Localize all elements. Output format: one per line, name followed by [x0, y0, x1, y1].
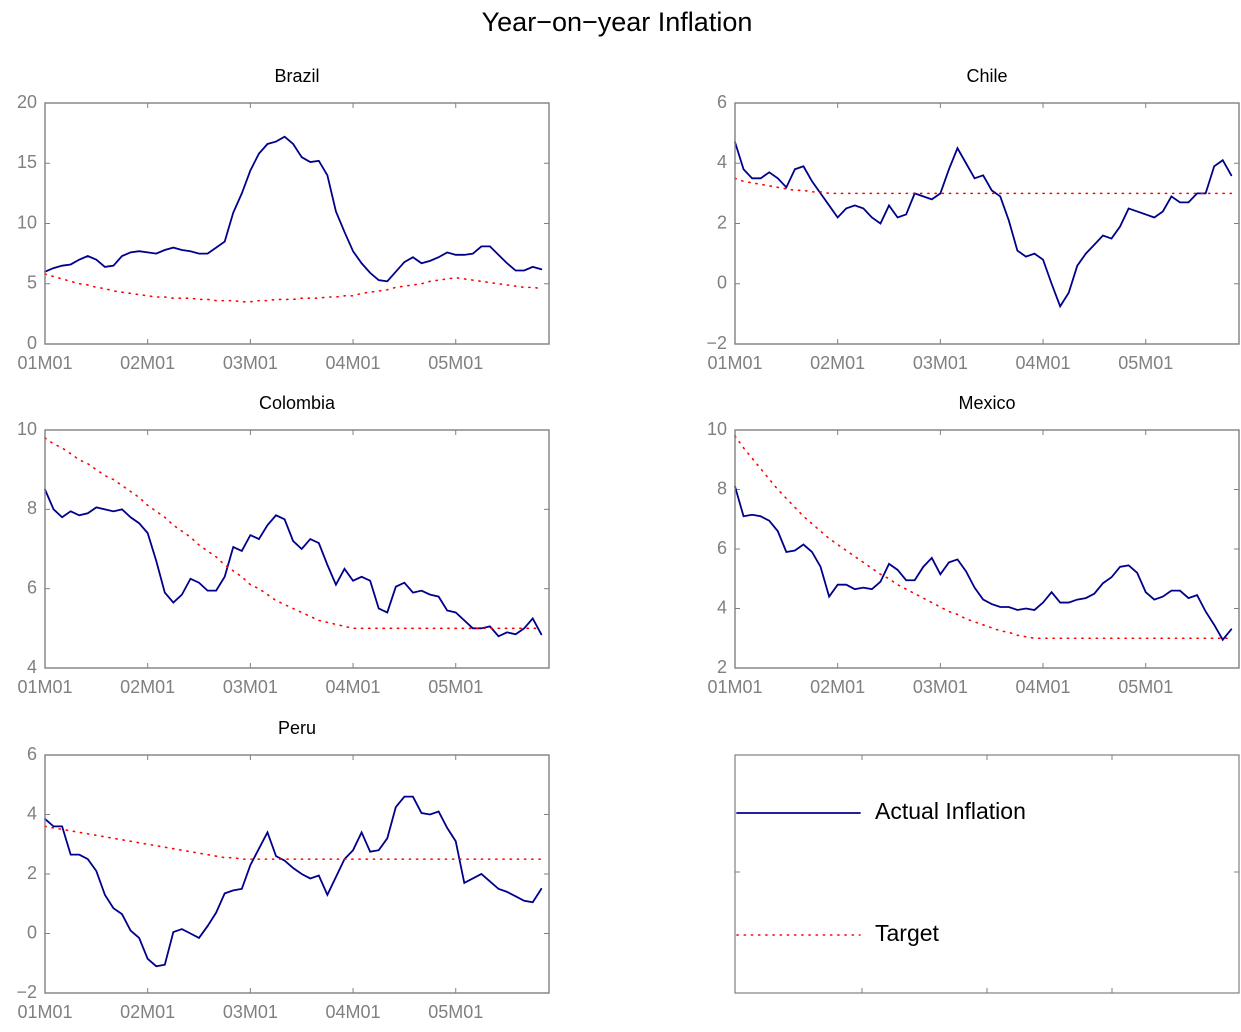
- x-tick-label: 04M01: [326, 677, 381, 697]
- y-tick-label: −2: [706, 333, 727, 353]
- y-tick-label: 10: [17, 212, 37, 232]
- x-tick-label: 04M01: [326, 1002, 381, 1022]
- y-tick-label: 20: [17, 92, 37, 112]
- y-tick-label: 10: [17, 419, 37, 439]
- x-tick-label: 02M01: [810, 353, 865, 373]
- series-line: [44, 825, 543, 860]
- legend-ticks: [735, 755, 1239, 993]
- legend: Actual Inflation Target: [734, 754, 1240, 994]
- series-line: [44, 488, 543, 638]
- y-tick-label: 2: [717, 212, 727, 232]
- series-line: [44, 437, 543, 630]
- panel-title: Peru: [278, 718, 316, 738]
- x-tick-label: 01M01: [707, 677, 762, 697]
- y-tick-label: 2: [717, 657, 727, 677]
- series-line: [734, 435, 1233, 640]
- x-tick-label: 04M01: [1016, 677, 1071, 697]
- series-line: [44, 795, 543, 968]
- panel-title: Chile: [966, 66, 1007, 86]
- plot-frame: [734, 102, 1240, 345]
- x-tick-label: 03M01: [913, 353, 968, 373]
- x-tick-label: 01M01: [707, 353, 762, 373]
- y-tick-label: 8: [27, 498, 37, 518]
- plot-frame: [734, 429, 1240, 669]
- y-tick-label: 8: [717, 478, 727, 498]
- y-tick-label: 2: [27, 863, 37, 883]
- x-tick-label: 02M01: [120, 353, 175, 373]
- y-tick-label: 10: [707, 419, 727, 439]
- y-tick-label: 0: [27, 922, 37, 942]
- x-tick-label: 05M01: [428, 677, 483, 697]
- y-tick-label: −2: [16, 982, 37, 1002]
- legend-label: Actual Inflation: [875, 798, 1026, 824]
- plot-frame: [44, 102, 550, 345]
- y-tick-label: 6: [717, 538, 727, 558]
- x-tick-label: 01M01: [17, 677, 72, 697]
- y-tick-label: 15: [17, 152, 37, 172]
- x-tick-label: 05M01: [428, 353, 483, 373]
- chart-title: Year−on−year Inflation: [482, 7, 753, 37]
- x-tick-label: 04M01: [1016, 353, 1071, 373]
- panel-title: Mexico: [958, 393, 1015, 413]
- x-tick-label: 05M01: [428, 1002, 483, 1022]
- x-tick-label: 05M01: [1118, 677, 1173, 697]
- y-tick-label: 6: [27, 577, 37, 597]
- x-tick-label: 01M01: [17, 353, 72, 373]
- legend-box: [734, 754, 1240, 994]
- y-tick-label: 4: [717, 597, 727, 617]
- x-tick-label: 02M01: [120, 1002, 175, 1022]
- y-tick-label: 0: [717, 273, 727, 293]
- series-line: [44, 273, 543, 303]
- legend-label: Target: [875, 920, 940, 946]
- y-tick-label: 4: [717, 152, 727, 172]
- y-tick-label: 4: [27, 657, 37, 677]
- series-line: [734, 177, 1233, 195]
- series-line: [734, 485, 1233, 642]
- x-tick-label: 03M01: [223, 1002, 278, 1022]
- y-tick-label: 5: [27, 273, 37, 293]
- x-tick-label: 03M01: [223, 677, 278, 697]
- panel-title: Brazil: [274, 66, 319, 86]
- plot-frame: [44, 754, 550, 994]
- x-tick-label: 01M01: [17, 1002, 72, 1022]
- y-tick-label: 6: [27, 744, 37, 764]
- panel-title: Colombia: [259, 393, 336, 413]
- x-tick-label: 05M01: [1118, 353, 1173, 373]
- y-tick-label: 0: [27, 333, 37, 353]
- series-line: [734, 141, 1233, 309]
- x-tick-label: 02M01: [810, 677, 865, 697]
- series-line: [44, 135, 543, 283]
- x-tick-label: 04M01: [326, 353, 381, 373]
- x-tick-label: 03M01: [913, 677, 968, 697]
- x-tick-label: 03M01: [223, 353, 278, 373]
- y-tick-label: 4: [27, 803, 37, 823]
- x-tick-label: 02M01: [120, 677, 175, 697]
- plot-frame: [44, 429, 550, 669]
- y-tick-label: 6: [717, 92, 727, 112]
